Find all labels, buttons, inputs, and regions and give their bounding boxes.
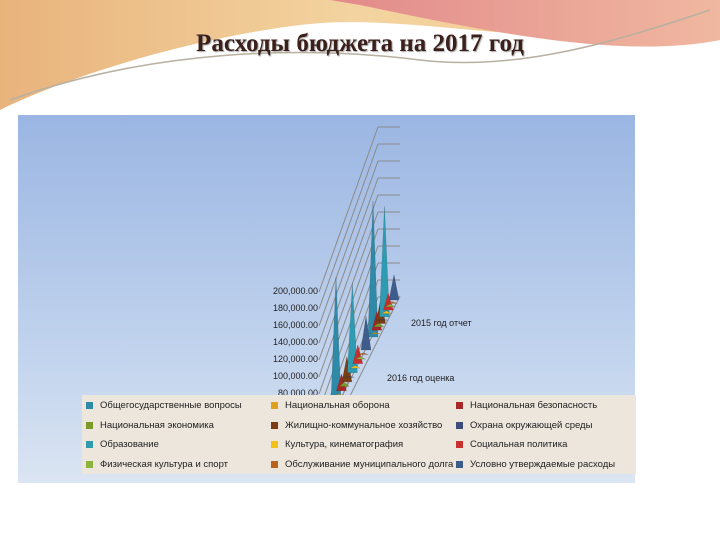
- cone-bar: [387, 301, 398, 304]
- legend-label: Национальная оборона: [285, 400, 390, 411]
- legend-item: Образование: [86, 439, 159, 450]
- chart-area: 80,000.00 100,000.00 120,000.00 140,000.00 1…: [18, 115, 636, 483]
- y-tick-label: 120,000.00: [272, 354, 318, 364]
- cone-bar: [385, 303, 396, 307]
- y-tick-label: 80,000.00: [277, 388, 318, 398]
- legend-swatch: [86, 441, 93, 448]
- legend-item: Общегосударственные вопросы: [86, 400, 242, 411]
- legend-swatch: [86, 460, 93, 468]
- legend-item: Охрана окружающей среды: [456, 420, 592, 431]
- legend-item: Национальная оборона: [271, 400, 390, 411]
- legend-swatch: [456, 441, 463, 448]
- legend-swatch: [456, 460, 463, 468]
- side-gridline: [318, 245, 379, 412]
- legend-swatch: [271, 460, 278, 468]
- legend-swatch: [456, 421, 463, 429]
- side-gridline: [318, 126, 379, 293]
- legend-label: Общегосударственные вопросы: [100, 400, 242, 411]
- legend-label: Культура, кинематография: [285, 439, 404, 450]
- legend-item: Условно утверждаемые расходы: [456, 459, 615, 470]
- cone-bar: [347, 283, 358, 373]
- cone-bar: [369, 332, 380, 334]
- floor-edge: [347, 295, 401, 401]
- cone-bar: [360, 315, 372, 351]
- y-tick-label: 200,000.00: [272, 286, 318, 296]
- side-gridline: [318, 177, 379, 344]
- legend-label: Охрана окружающей среды: [470, 419, 593, 431]
- category-label: 2016 год оценка: [387, 373, 455, 383]
- side-gridline: [318, 143, 379, 310]
- cone-bar: [373, 322, 385, 328]
- y-tick-label: 180,000.00: [272, 303, 318, 313]
- cone-bar: [379, 206, 390, 318]
- legend-swatch: [456, 402, 463, 409]
- legend-item: Социальная политика: [456, 439, 567, 450]
- side-gridline: [318, 228, 379, 395]
- side-gridline: [318, 211, 379, 378]
- cone-bar: [367, 200, 379, 338]
- side-gridline: [318, 160, 379, 327]
- cone-bar: [377, 319, 388, 321]
- legend-swatch: [271, 402, 278, 409]
- cone-bar: [338, 381, 350, 387]
- legend-label: Образование: [100, 439, 159, 450]
- legend-item: Национальная безопасность: [456, 400, 597, 411]
- header-decoration: [0, 0, 720, 110]
- legend-item: Культура, кинематография: [271, 439, 403, 450]
- chart-plot: [318, 126, 401, 463]
- side-gridline: [318, 194, 379, 361]
- chart-legend: Общегосударственные вопросы Национальная …: [82, 395, 636, 474]
- slide-title: Расходы бюджета на 2017 год: [196, 30, 524, 57]
- legend-item: Жилищно-коммунальное хозяйство: [271, 420, 442, 431]
- cone-bar: [349, 365, 361, 369]
- legend-swatch: [271, 441, 278, 448]
- legend-swatch: [86, 402, 93, 409]
- legend-label: Обслуживание муниципального долга: [285, 458, 454, 470]
- legend-label: Жилищно-коммунальное хозяйство: [285, 419, 443, 431]
- legend-label: Физическая культура и спорт: [100, 458, 229, 470]
- cone-bar: [355, 356, 366, 360]
- legend-swatch: [86, 421, 93, 429]
- y-tick-label: 140,000.00: [272, 337, 318, 347]
- category-label: 2015 год отчет: [411, 318, 472, 328]
- legend-item: Физическая культура и спорт: [86, 459, 228, 470]
- cone-bar: [344, 376, 355, 378]
- legend-label: Условно утверждаемые расходы: [470, 458, 616, 470]
- legend-item: Обслуживание муниципального долга: [271, 459, 453, 470]
- cone-bar: [388, 274, 400, 301]
- legend-swatch: [271, 421, 278, 429]
- y-tick-label: 160,000.00: [272, 320, 318, 330]
- y-tick-label: 100,000.00: [272, 371, 318, 381]
- cone-bar: [358, 352, 369, 355]
- legend-item: Национальная экономика: [86, 420, 214, 431]
- legend-label: Национальная экономика: [100, 419, 214, 431]
- cone-bar: [381, 310, 392, 314]
- legend-label: Национальная безопасность: [470, 400, 598, 411]
- legend-label: Социальная политика: [470, 439, 568, 450]
